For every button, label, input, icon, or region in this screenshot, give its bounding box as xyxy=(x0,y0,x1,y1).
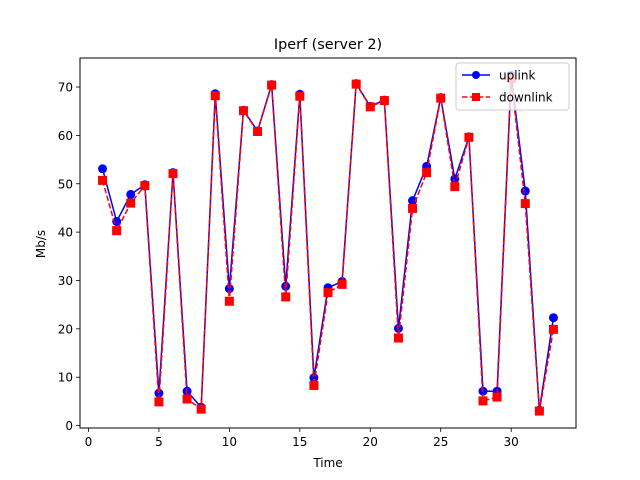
downlink-point xyxy=(351,79,361,89)
legend-marker-downlink xyxy=(472,93,480,101)
uplink-point xyxy=(520,186,530,196)
downlink-point xyxy=(295,91,305,101)
plot-series xyxy=(98,70,558,416)
downlink-point xyxy=(520,199,530,209)
downlink-point xyxy=(337,279,347,289)
downlink-point xyxy=(126,198,136,208)
y-tick-label: 70 xyxy=(58,81,73,95)
downlink-point xyxy=(393,333,403,343)
plot-frame xyxy=(79,57,577,429)
chart-title: Iperf (server 2) xyxy=(274,37,382,53)
x-tick-label: 30 xyxy=(504,435,519,449)
legend: uplink downlink xyxy=(455,62,570,111)
downlink-point xyxy=(154,397,164,407)
downlink-point xyxy=(379,96,389,106)
uplink-line xyxy=(101,75,555,411)
downlink-line xyxy=(101,78,555,412)
downlink-point xyxy=(534,406,544,416)
x-tick-label: 25 xyxy=(433,435,448,449)
downlink-point xyxy=(323,288,333,298)
downlink-point xyxy=(112,226,122,236)
downlink-point xyxy=(422,168,432,178)
downlink-point xyxy=(450,182,460,192)
axis-ticks: 0 5 10 15 20 25 30 0 10 20 30 40 50 60 70 xyxy=(58,81,519,449)
downlink-point xyxy=(168,169,178,179)
downlink-point xyxy=(98,175,108,185)
y-tick-label: 0 xyxy=(65,419,73,433)
y-tick-label: 20 xyxy=(58,322,73,336)
downlink-point xyxy=(182,394,192,404)
downlink-point xyxy=(210,91,220,101)
y-tick-label: 10 xyxy=(58,371,73,385)
x-tick-label: 10 xyxy=(222,435,237,449)
legend-marker-uplink xyxy=(472,71,480,79)
downlink-point xyxy=(309,380,319,390)
y-axis-label: Mb/s xyxy=(34,230,48,258)
x-tick-label: 0 xyxy=(85,435,93,449)
y-tick-label: 40 xyxy=(58,226,73,240)
uplink-point xyxy=(548,313,558,323)
downlink-point xyxy=(281,292,291,302)
x-axis-label: Time xyxy=(312,456,342,470)
x-tick-label: 15 xyxy=(292,435,307,449)
y-tick-label: 60 xyxy=(58,129,73,143)
downlink-point xyxy=(238,106,248,116)
uplink-point xyxy=(126,189,136,199)
downlink-point xyxy=(140,181,150,191)
y-tick-label: 30 xyxy=(58,274,73,288)
downlink-point xyxy=(253,127,263,137)
downlink-point xyxy=(224,296,234,306)
downlink-point xyxy=(267,80,277,90)
uplink-point xyxy=(98,164,108,174)
y-tick-label: 50 xyxy=(58,177,73,191)
downlink-point xyxy=(492,392,502,402)
legend-label-downlink: downlink xyxy=(499,91,553,105)
x-tick-label: 20 xyxy=(363,435,378,449)
downlink-point xyxy=(548,324,558,334)
legend-label-uplink: uplink xyxy=(499,69,535,83)
downlink-point xyxy=(408,203,418,213)
downlink-point xyxy=(478,396,488,406)
x-tick-label: 5 xyxy=(155,435,163,449)
downlink-point xyxy=(436,93,446,103)
downlink-point xyxy=(365,102,375,112)
downlink-point xyxy=(464,132,474,142)
downlink-point xyxy=(196,404,206,414)
